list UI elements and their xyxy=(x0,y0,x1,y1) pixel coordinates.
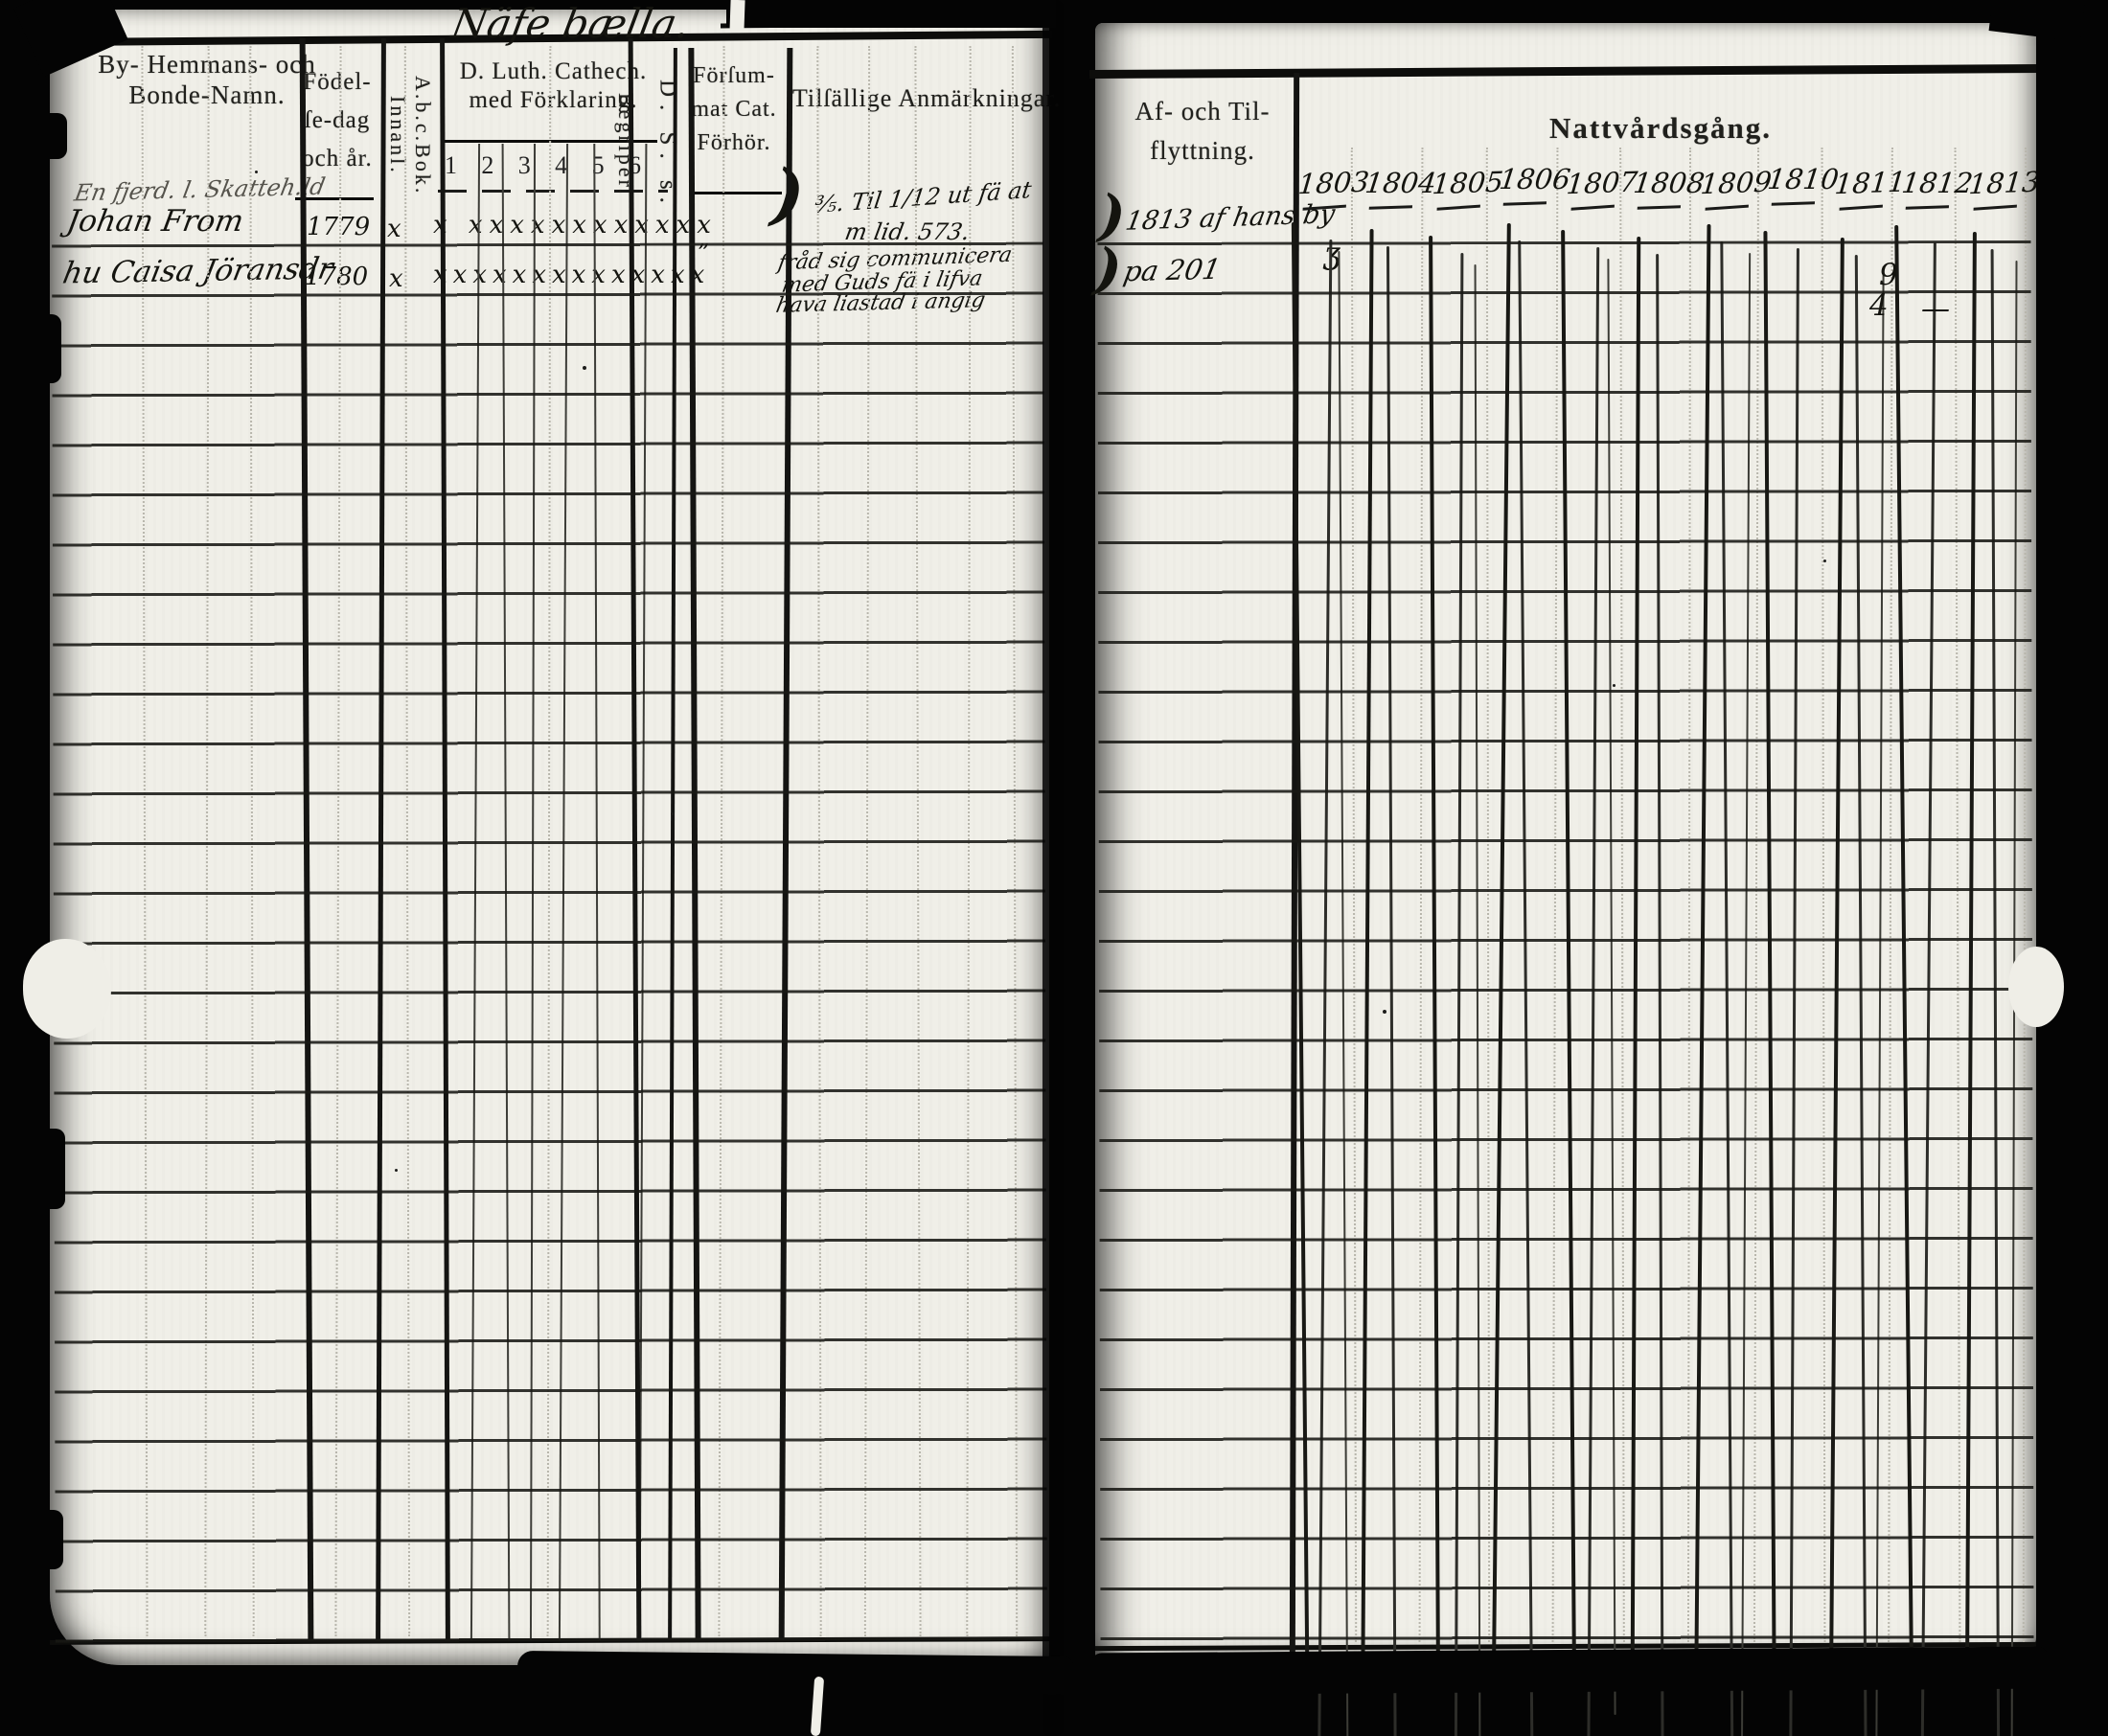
year-label-1811: 1811 xyxy=(1833,165,1908,201)
col-header-name-line2: Bonde-Namn. xyxy=(128,80,286,109)
gutter-shadow-band xyxy=(1043,0,1064,1736)
cathech-number-4: 4 xyxy=(555,151,568,179)
year-label-1803: 1803 xyxy=(1296,165,1371,201)
col-header-abc: A.b.c.Bok. Innanl. xyxy=(385,52,435,219)
left-border xyxy=(0,0,50,1736)
entry-row2-birth-year: 1780 xyxy=(305,263,369,291)
entry-row1-name: Johan From xyxy=(63,204,247,239)
col-header-anmarkningar: Tilſällige Anmärkningar. xyxy=(790,84,1064,114)
right-page: Af- och Til- flyttning. Nattvårdsgång. 1… xyxy=(1088,23,2043,1736)
column-line xyxy=(558,144,569,1640)
border-streak xyxy=(40,314,61,383)
year-label-1813: 1813 xyxy=(1967,165,2042,201)
remark1-line2: m lid. 573. xyxy=(842,218,973,245)
col-header-forsummat-line3: Förhör. xyxy=(697,129,771,155)
left-edge-white-blob xyxy=(23,939,111,1039)
col-header-name-line1: By- Hemmans- och xyxy=(98,50,316,79)
year-label-1806: 1806 xyxy=(1497,163,1572,195)
col-header-abc-line2: Innanl. xyxy=(385,96,410,175)
cathech-header-underline xyxy=(445,140,657,143)
col-header-forsummat-line1: Förſum- xyxy=(693,63,775,88)
col-header-birth-line2: ſe-dag xyxy=(304,107,371,133)
col-header-forsummat: Förſum- mat Cat. Förhör. xyxy=(682,59,786,159)
entry-row1-abc-mark: x xyxy=(387,215,401,243)
cathech-number-3: 3 xyxy=(517,151,531,179)
col-header-name: By- Hemmans- och Bonde-Namn. xyxy=(86,50,328,111)
birth-header-underline xyxy=(295,197,374,200)
col-header-afflyttning-line2: flyttning. xyxy=(1150,135,1255,165)
nattvardsgang-title-text: Nattvårdsgång. xyxy=(1548,111,1773,145)
year-label-1812: 1812 xyxy=(1899,167,1975,199)
year-label-1805: 1805 xyxy=(1431,165,1505,201)
col-header-abc-line1: A.b.c.Bok. xyxy=(410,75,435,196)
col-header-cathech: D. Luth. Cathech. med Förklaring. xyxy=(441,57,666,114)
year-label-1807: 1807 xyxy=(1565,165,1639,201)
border-streak xyxy=(42,1129,65,1209)
entry-row2-cathech-marks: xxxxxxxxxxxxxx xyxy=(433,261,711,289)
col-header-cathech-line1: D. Luth. Cathech. xyxy=(459,58,648,84)
year-label-1804: 1804 xyxy=(1363,167,1438,199)
year-label-1810: 1810 xyxy=(1765,163,1841,195)
right-border xyxy=(2036,0,2108,1736)
top-bar-segment xyxy=(726,0,1056,28)
bottom-edge-bump-left xyxy=(516,1650,1074,1696)
faint-guide-line xyxy=(1011,46,1019,1636)
column-line xyxy=(470,144,481,1640)
year-label-1809: 1809 xyxy=(1699,165,1774,201)
col-header-birth-line1: Födel- xyxy=(303,69,372,95)
col-header-cathech-line2: med Förklaring. xyxy=(469,86,638,113)
col-header-begriper: Begriper. xyxy=(613,54,638,236)
entry-row2-abc-mark: x xyxy=(389,264,403,293)
column-line xyxy=(376,37,386,1641)
faint-guide-line xyxy=(403,46,411,1636)
year-label-1808: 1808 xyxy=(1631,167,1707,199)
top-bookmark-notch xyxy=(729,0,745,34)
entry-row2-name: hu Caisa Jöransdr xyxy=(59,251,336,291)
col-header-anmarkningar-text: Tilſällige Anmärkningar. xyxy=(791,84,1062,112)
remark2-line3: hava liastad i angig xyxy=(773,288,988,318)
right-edge-white-blob xyxy=(2008,947,2064,1027)
col-header-birth: Födel- ſe-dag och år. xyxy=(289,63,385,178)
faint-guide-line xyxy=(718,46,725,1636)
col-header-begriper-text: Begriper. xyxy=(613,92,638,197)
left-page: 443 Näfe bælla. By- Hemmans- och Bonde-N… xyxy=(45,0,1060,1665)
cathech-number-2: 2 xyxy=(481,151,494,179)
cathech-numbers-underline xyxy=(438,190,668,193)
farm-heading: En fjerd. l. Skatteh.ld xyxy=(72,172,328,207)
cathech-number-1: 1 xyxy=(445,151,457,179)
forsummat-header-underline xyxy=(694,192,782,194)
border-streak xyxy=(38,1510,63,1569)
year-1811-mark-dash: — xyxy=(1921,292,1950,326)
column-line xyxy=(593,144,601,1640)
col-header-birth-line3: och år. xyxy=(302,146,373,171)
col-header-afflyttning: Af- och Til- flyttning. xyxy=(1111,92,1295,170)
entry-row1-birth-year: 1779 xyxy=(307,213,371,241)
year-1811-mark-1: 9 xyxy=(1879,258,1898,292)
col-header-afflyttning-line1: Af- och Til- xyxy=(1134,97,1271,126)
year-1811-mark-2: 4 xyxy=(1869,288,1889,323)
col-header-forsummat-line2: mat Cat. xyxy=(691,96,777,122)
nattvardsgang-title: Nattvårdsgång. xyxy=(1517,111,1804,147)
border-streak xyxy=(42,113,67,159)
bottom-edge-bump-right xyxy=(1089,1646,2050,1696)
column-line xyxy=(529,144,537,1641)
column-line xyxy=(501,144,511,1640)
